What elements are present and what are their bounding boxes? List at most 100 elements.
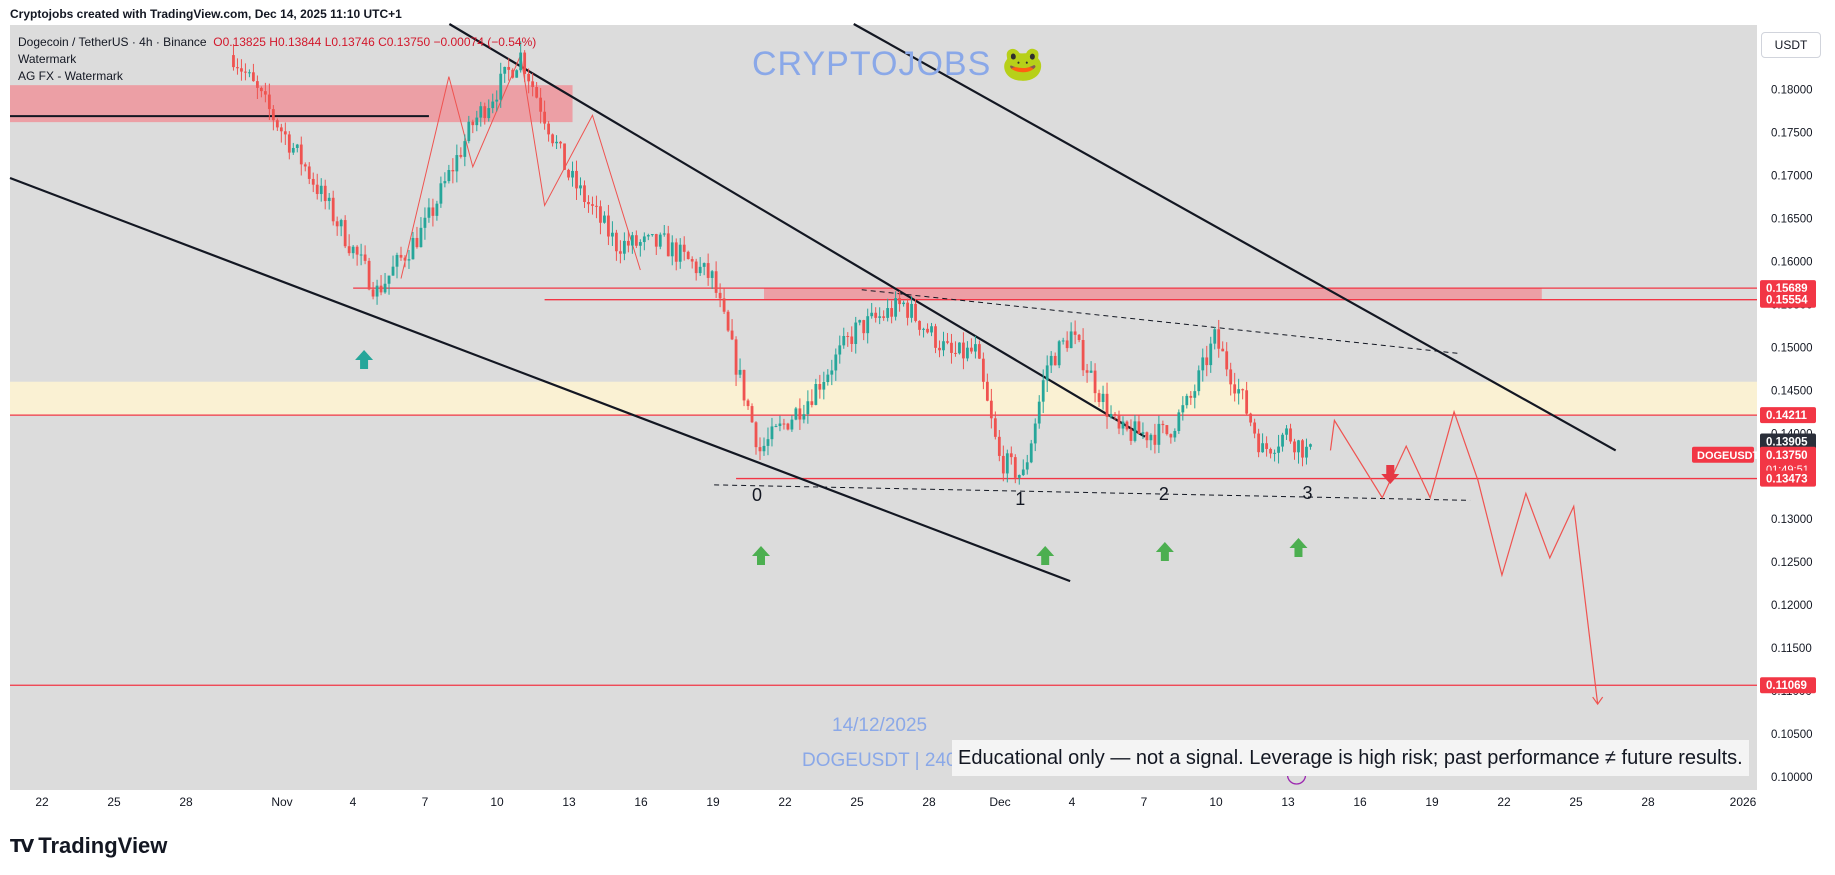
candle-body (1161, 423, 1165, 426)
candle-body (746, 400, 750, 407)
price-tick-label: 0.14500 (1771, 385, 1813, 397)
candle (842, 327, 846, 349)
candle-body (615, 232, 618, 252)
candle (395, 252, 399, 279)
candle (263, 82, 267, 103)
candle-body (882, 316, 886, 318)
candle (1081, 328, 1085, 376)
candle (327, 193, 331, 210)
candle-body (547, 123, 550, 135)
candle-body (487, 108, 491, 119)
candle (1017, 474, 1021, 485)
candle (746, 398, 750, 410)
candle (977, 340, 981, 360)
candle (487, 99, 491, 122)
candle (642, 232, 646, 251)
candle-body (1061, 340, 1065, 342)
legend-indicator-agfx[interactable]: AG FX - Watermark (18, 69, 123, 83)
candle (575, 160, 578, 200)
candle-body (467, 121, 471, 142)
candle (762, 437, 766, 456)
candle (279, 123, 283, 143)
legend-indicator-watermark[interactable]: Watermark (18, 52, 77, 66)
candle-body (248, 72, 251, 74)
watermark-brand: CRYPTOJOBS 🐸 (752, 44, 1045, 84)
candle-body (1277, 446, 1280, 453)
candle-body (1157, 423, 1161, 445)
price-tick-label: 0.12000 (1771, 600, 1813, 612)
candle (806, 390, 810, 424)
price-axis[interactable]: 0.18000 0.17500 0.17000 0.16500 0.16000 0.155… (1692, 25, 1835, 790)
candle-body (942, 341, 945, 351)
candle (1265, 436, 1268, 457)
candle (543, 100, 546, 130)
candle-body (419, 227, 423, 248)
candle (439, 176, 443, 208)
candle (359, 243, 363, 266)
candle-body (850, 336, 854, 344)
trend-lines (9, 23, 1617, 583)
projection-path (1329, 409, 1604, 706)
candle (838, 335, 842, 364)
candle (499, 62, 503, 108)
candle-body (232, 55, 235, 68)
candle-body (351, 246, 355, 254)
candle (1025, 454, 1029, 475)
tradingview-logo[interactable]: 𝗧𝗩 TradingView (10, 833, 167, 859)
candle-body (806, 401, 810, 415)
candle (1261, 433, 1264, 453)
legend-low: L0.13746 (324, 35, 375, 49)
candle-body (1101, 393, 1105, 403)
candle (958, 342, 961, 355)
time-tick-label: 28 (1641, 795, 1655, 809)
candle (307, 162, 311, 185)
candle (962, 332, 965, 370)
candle (630, 231, 634, 254)
watermark-date: 14/12/2025 (832, 715, 928, 736)
candle-body (499, 73, 503, 100)
price-label-text: 0.14211 (1766, 410, 1808, 422)
candle (1281, 432, 1284, 452)
time-tick-label: 10 (490, 795, 504, 809)
candle (886, 298, 890, 322)
candle-body (866, 316, 870, 334)
candle (295, 143, 299, 153)
candle (571, 161, 574, 187)
candle (626, 230, 630, 253)
candle (1133, 414, 1137, 443)
candle-body (1201, 357, 1205, 371)
candle (371, 281, 375, 300)
price-tick-label: 0.10000 (1771, 772, 1813, 784)
time-axis[interactable]: 22 25 28 Nov 4 7 10 13 16 19 22 25 28 Dec 4 7 10 13 16 19 22… (10, 790, 1757, 816)
candle-body (1117, 415, 1121, 429)
candle-body (926, 328, 929, 333)
candle-body (766, 439, 770, 446)
candle-body (646, 235, 650, 237)
candle (890, 300, 894, 324)
candle-body (339, 220, 343, 227)
candle (670, 235, 674, 266)
candle-body (335, 221, 339, 227)
candle (750, 403, 754, 423)
candle (714, 261, 718, 298)
candle (686, 250, 690, 260)
candle (794, 406, 798, 421)
candle-body (1261, 443, 1264, 453)
candle-body (954, 352, 957, 354)
candle (1077, 333, 1081, 343)
candle-body (786, 423, 790, 430)
candle (315, 173, 319, 200)
candle-body (1141, 432, 1145, 434)
candle (674, 238, 678, 271)
disclaimer-banner: Educational only — not a signal. Leverag… (952, 740, 1749, 776)
candle (551, 133, 554, 147)
candle-body (1217, 329, 1221, 349)
candle-body (1105, 393, 1109, 417)
currency-button[interactable]: USDT (1761, 32, 1821, 58)
candle-body (782, 423, 786, 425)
candle (615, 229, 618, 261)
candle (1193, 384, 1197, 409)
candle (1181, 396, 1185, 421)
candle (411, 231, 415, 260)
